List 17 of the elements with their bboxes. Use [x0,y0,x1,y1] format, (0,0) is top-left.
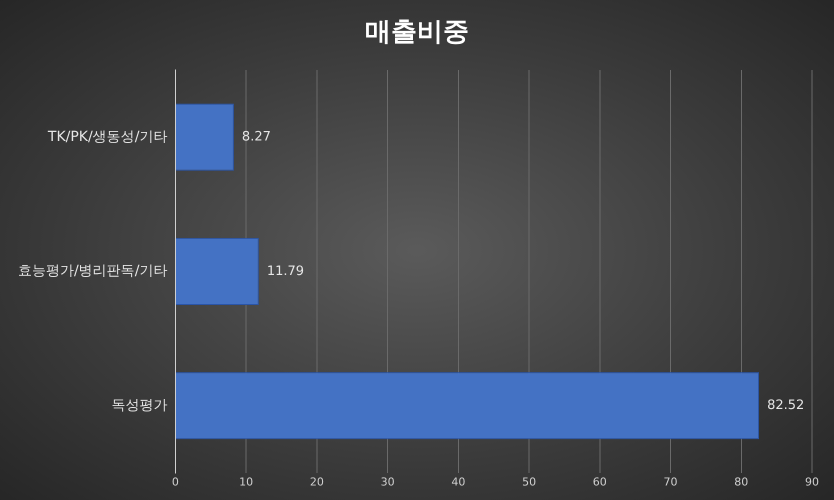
x-tick-label: 10 [239,475,254,488]
x-tick-label: 40 [451,475,466,488]
x-tick-label: 90 [805,475,819,488]
x-tick-label: 70 [664,475,678,488]
data-label: 82.52 [767,398,804,414]
x-tick-label: 0 [172,475,179,488]
x-tick-label: 80 [734,475,748,488]
y-tick-label: TK/PK/생동성/기타 [46,128,168,145]
y-tick-label: 효능평가/병리판독/기타 [18,263,168,280]
data-label: 8.27 [242,130,271,145]
x-tick-label: 30 [380,475,395,488]
x-tick-label: 20 [310,475,324,488]
x-tick-label: 50 [522,475,536,488]
data-label: 11.79 [266,264,304,279]
chart-title: 매출비중 [364,16,470,49]
y-tick-label: 독성평가 [111,397,168,414]
x-tick-label: 60 [592,475,607,488]
